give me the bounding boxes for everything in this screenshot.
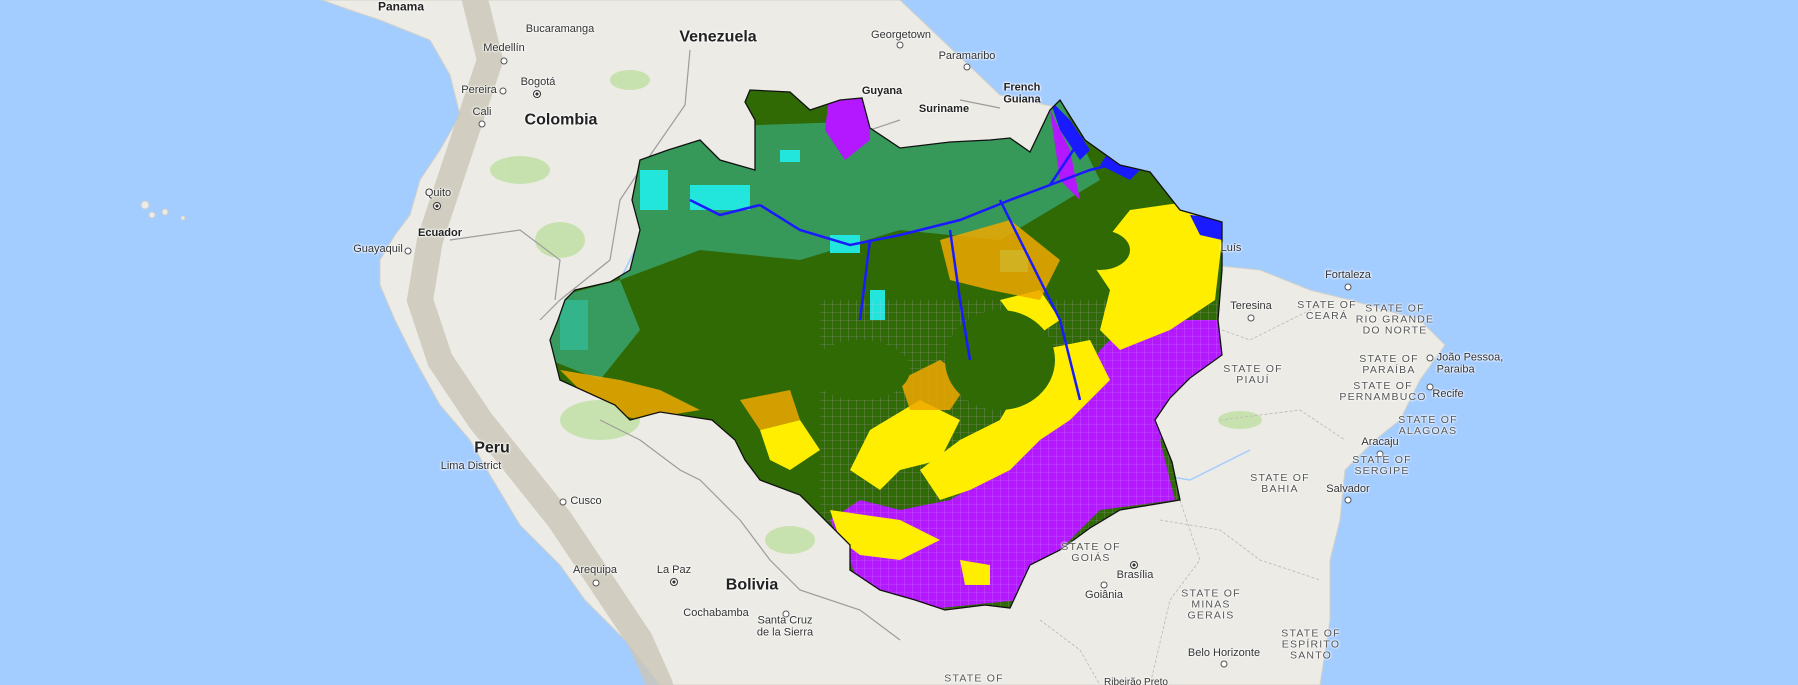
- label-state-rio-grande-do-norte: STATE OF RIO GRANDE DO NORTE: [1355, 302, 1435, 337]
- label-paramaribo: Paramaribo: [938, 50, 996, 63]
- dot-goiania: [1100, 581, 1108, 589]
- label-cali: Cali: [472, 106, 492, 119]
- dot-salvador: [1344, 496, 1352, 504]
- label-guyana: Guyana: [861, 85, 903, 98]
- label-medellin: Medellín: [483, 42, 525, 55]
- label-state-espirito-santo: STATE OF ESPÍRITO SANTO: [1281, 627, 1341, 662]
- dot-paramaribo: [963, 63, 971, 71]
- label-guayaquil: Guayaquil: [353, 243, 403, 256]
- label-state-piaui: STATE OF PIAUÍ: [1223, 362, 1283, 386]
- label-state-alagoas: STATE OF ALAGOAS: [1398, 413, 1458, 437]
- label-ecuador: Ecuador: [417, 227, 463, 240]
- label-bolivia: Bolivia: [725, 576, 779, 594]
- label-state-sao-paulo: STATE OF: [944, 672, 1004, 685]
- label-lima: Lima District: [440, 460, 502, 473]
- label-state-sergipe: STATE OF SERGIPE: [1352, 453, 1412, 477]
- label-state-minas-gerais: STATE OF MINAS GERAIS: [1181, 587, 1241, 622]
- label-belo-horizonte: Belo Horizonte: [1187, 647, 1261, 660]
- dot-joao-pessoa: [1426, 354, 1434, 362]
- label-georgetown: Georgetown: [871, 29, 931, 42]
- label-venezuela: Venezuela: [679, 28, 757, 46]
- label-state-paraiba: STATE OF PARAÍBA: [1359, 352, 1419, 376]
- label-french-guiana: French Guiana: [1003, 81, 1041, 105]
- dot-belo-horizonte: [1220, 660, 1228, 668]
- label-colombia: Colombia: [524, 111, 598, 129]
- dot-quito: [433, 202, 441, 210]
- label-panama: Panama: [377, 0, 425, 14]
- label-bogota: Bogotá: [520, 76, 556, 89]
- label-bucaramanga: Bucaramanga: [525, 23, 595, 36]
- label-fortaleza: Fortaleza: [1325, 269, 1371, 282]
- label-salvador: Salvador: [1326, 483, 1370, 496]
- label-teresina: Teresina: [1230, 300, 1272, 313]
- label-suriname: Suriname: [918, 103, 970, 116]
- label-state-ceara: STATE OF CEARÁ: [1297, 298, 1357, 322]
- dot-teresina: [1247, 314, 1255, 322]
- dot-recife: [1426, 383, 1434, 391]
- dot-la-paz: [670, 578, 678, 586]
- state-borders: [1039, 299, 1346, 685]
- label-quito: Quito: [424, 187, 452, 200]
- dot-cusco: [559, 498, 567, 506]
- dot-georgetown: [896, 41, 904, 49]
- label-pereira: Pereira: [461, 84, 497, 97]
- label-joao-pessoa: João Pessoa, Paraiba: [1436, 351, 1504, 375]
- dot-pereira: [499, 87, 507, 95]
- andes-relief: [406, 0, 673, 685]
- dot-bogota: [533, 90, 541, 98]
- label-state-pernambuco: STATE OF PERNAMBUCO: [1339, 379, 1427, 403]
- overlay-outline: [549, 89, 1223, 611]
- label-sao-luis: Luís: [1220, 242, 1242, 255]
- label-goiania: Goiânia: [1085, 589, 1123, 602]
- label-state-goias: STATE OF GOIÁS: [1061, 540, 1121, 564]
- country-borders: [449, 49, 1001, 641]
- label-la-paz: La Paz: [656, 564, 692, 577]
- dot-cali: [478, 120, 486, 128]
- label-state-bahia: STATE OF BAHIA: [1250, 471, 1310, 495]
- dot-cochabamba: [782, 610, 790, 618]
- dot-medellin: [500, 57, 508, 65]
- label-recife: Recife: [1432, 388, 1464, 401]
- label-brasilia: Brasília: [1116, 569, 1154, 582]
- dot-fortaleza: [1344, 283, 1352, 291]
- label-ribeirao-preto: Ribeirão Preto: [1104, 676, 1168, 685]
- label-cochabamba: Cochabamba: [683, 607, 749, 620]
- dot-arequipa: [592, 579, 600, 587]
- galapagos-islands: [140, 200, 186, 221]
- dot-brasilia: [1130, 561, 1138, 569]
- label-cusco: Cusco: [570, 495, 602, 508]
- dot-aracaju: [1376, 450, 1384, 458]
- label-arequipa: Arequipa: [572, 564, 618, 577]
- label-aracaju: Aracaju: [1361, 436, 1399, 449]
- label-peru: Peru: [474, 439, 510, 457]
- dot-guayaquil: [404, 247, 412, 255]
- label-santa-cruz: Santa Cruz de la Sierra: [756, 614, 814, 638]
